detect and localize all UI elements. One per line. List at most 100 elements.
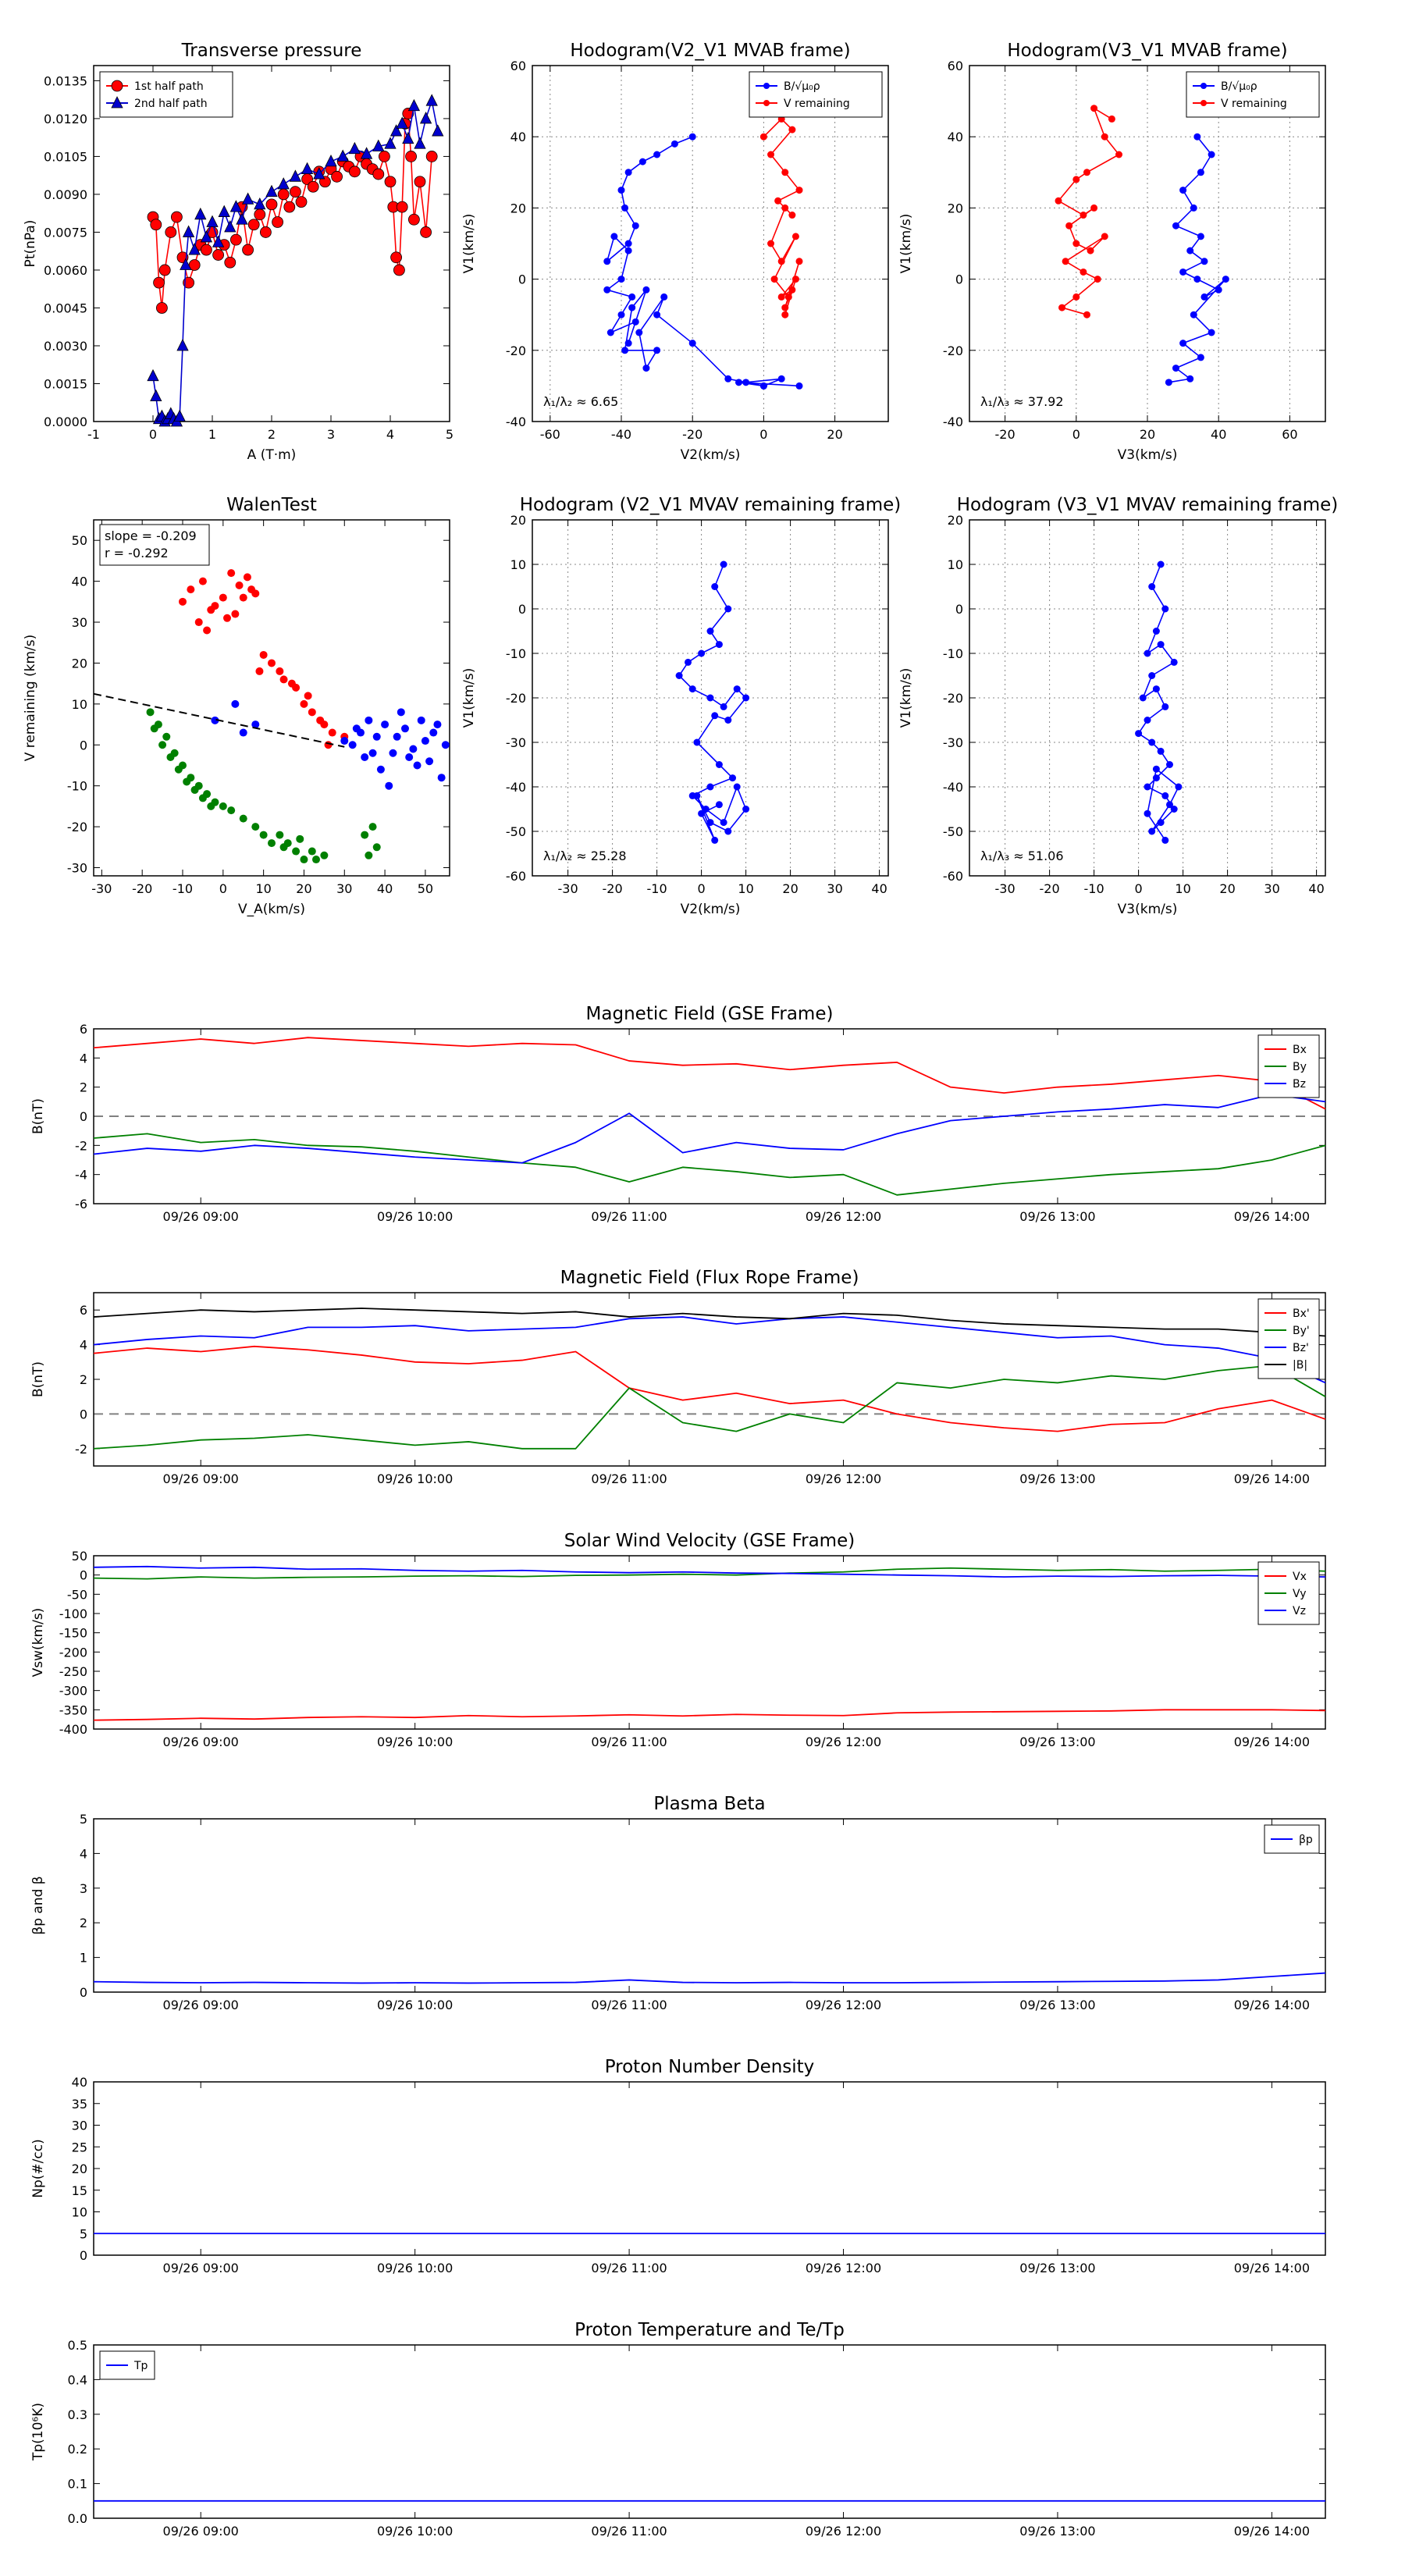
data-point	[742, 694, 750, 702]
legend-label: V remaining	[784, 98, 850, 110]
data-point	[251, 823, 260, 831]
y-tick-label: -350	[59, 1703, 87, 1717]
chart-title: Hodogram (V2_V1 MVAV remaining frame)	[520, 495, 901, 515]
data-point	[781, 204, 789, 212]
data-point	[795, 258, 803, 265]
x-tick-label: 10	[1175, 881, 1190, 896]
x-tick-label: 09/26 14:00	[1234, 2524, 1310, 2539]
y-tick-label: 2	[80, 1080, 87, 1095]
data-point	[229, 233, 242, 246]
data-point	[405, 151, 417, 162]
data-point	[405, 753, 414, 761]
eigenvalue-ratio: λ₁/λ₂ ≈ 6.65	[543, 394, 618, 409]
data-point	[348, 165, 361, 178]
data-point	[227, 806, 236, 815]
data-point	[224, 220, 237, 233]
legend-label: By	[1293, 1061, 1307, 1073]
y-axis-label: Np(#/cc)	[30, 2139, 46, 2197]
y-tick-label: -30	[67, 861, 87, 876]
data-point	[711, 712, 719, 720]
data-point	[207, 802, 215, 810]
x-tick-label: 09/26 14:00	[1234, 1471, 1310, 1486]
data-point	[194, 207, 207, 220]
plot-frame	[93, 2344, 1326, 2519]
x-tick-label: -30	[995, 881, 1016, 896]
y-tick-label: -30	[943, 735, 963, 750]
y-tick-label: 6	[80, 1022, 87, 1037]
data-point	[385, 781, 393, 790]
data-point	[365, 716, 373, 724]
x-tick-label: 20	[827, 427, 842, 442]
x-tick-label: -60	[540, 427, 560, 442]
y-tick-label: -50	[67, 1587, 87, 1602]
x-tick-label: -20	[682, 427, 702, 442]
data-point	[621, 204, 629, 212]
y-tick-label: 4	[80, 1051, 87, 1066]
data-point	[384, 137, 397, 149]
chart-title: Solar Wind Velocity (GSE Frame)	[564, 1531, 855, 1551]
data-point	[239, 728, 247, 737]
data-point	[111, 96, 123, 109]
y-tick-label: 30	[72, 615, 87, 630]
data-point	[688, 133, 696, 141]
data-point	[425, 94, 438, 106]
data-point	[795, 187, 803, 194]
data-point	[675, 672, 683, 679]
chart-plasma_beta: Plasma Beta 09/26 09:00 09/26 10:00 09/26 1…	[30, 1794, 1326, 2012]
legend	[1186, 71, 1320, 118]
data-point	[1190, 204, 1197, 212]
x-tick-label: 60	[1282, 427, 1297, 442]
data-point	[777, 375, 785, 382]
legend-label: βp	[1299, 1834, 1313, 1846]
legend-label: Bx'	[1293, 1308, 1310, 1320]
data-point	[1157, 747, 1165, 755]
data-point	[706, 783, 714, 791]
y-tick-label: -30	[506, 735, 526, 750]
y-tick-label: 0.0030	[44, 339, 87, 354]
data-point	[372, 732, 381, 741]
data-point	[1108, 115, 1115, 123]
data-point	[155, 302, 168, 314]
data-point	[621, 347, 629, 354]
data-point	[414, 176, 426, 188]
data-point	[420, 226, 432, 238]
data-point	[183, 777, 191, 786]
data-point	[165, 226, 177, 238]
data-point	[188, 243, 201, 255]
series-line	[1137, 564, 1179, 841]
data-point	[1144, 809, 1151, 817]
data-point	[187, 585, 195, 594]
x-tick-label: 09/26 14:00	[1234, 1998, 1310, 2012]
x-tick-label: 09/26 13:00	[1019, 2524, 1095, 2539]
data-point	[724, 827, 732, 835]
y-tick-label: 0	[955, 272, 963, 287]
data-point	[272, 216, 284, 228]
data-point	[158, 741, 167, 749]
y-tick-label: -20	[506, 691, 526, 706]
x-tick-label: 2	[268, 427, 276, 442]
data-point	[200, 230, 213, 243]
y-axis-label: B(nT)	[30, 1361, 46, 1397]
data-point	[1222, 276, 1229, 283]
data-point	[153, 276, 165, 289]
data-point	[170, 211, 183, 223]
plot-frame	[93, 1555, 1326, 1730]
y-tick-label: 0.0105	[44, 149, 87, 164]
data-point	[698, 649, 706, 657]
data-point	[441, 741, 450, 749]
data-point	[653, 311, 661, 318]
data-point	[265, 184, 278, 197]
data-point	[688, 685, 696, 693]
data-point	[268, 659, 276, 667]
data-point	[729, 774, 736, 782]
series-line	[678, 564, 747, 841]
data-point	[624, 169, 632, 176]
data-point	[603, 258, 611, 265]
plot-frame	[93, 65, 450, 422]
y-tick-label: -2	[75, 1442, 87, 1457]
x-tick-label: 09/26 12:00	[806, 2524, 881, 2539]
data-point	[788, 126, 796, 133]
y-tick-label: 40	[510, 130, 526, 144]
y-tick-label: -100	[59, 1606, 87, 1621]
series-line-Bz	[93, 1316, 1326, 1384]
